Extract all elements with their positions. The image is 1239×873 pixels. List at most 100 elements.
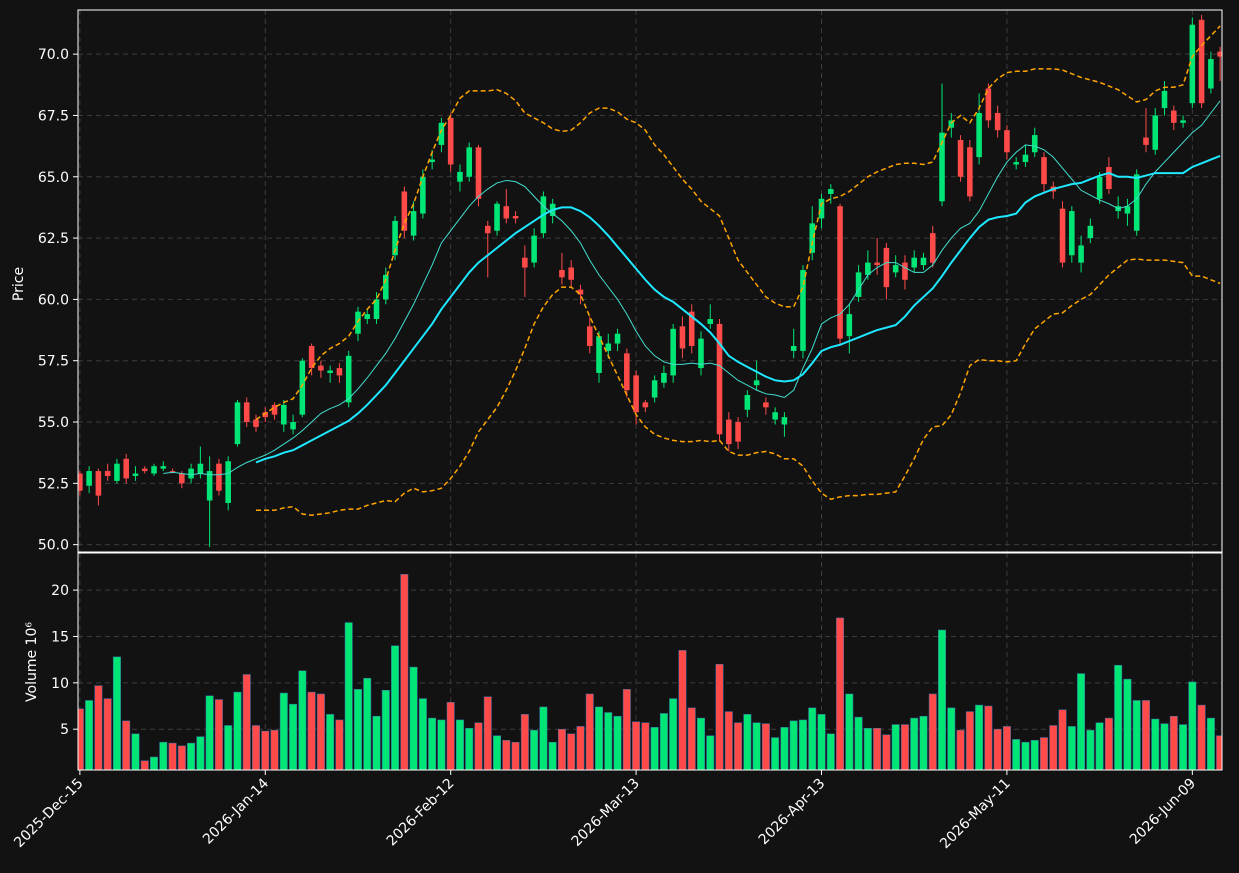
candle-body: [1180, 120, 1186, 123]
plot-area: [78, 553, 1222, 770]
candle-body: [206, 471, 213, 501]
candle-body: [624, 353, 630, 391]
candle-body: [911, 257, 917, 268]
candle-body: [383, 274, 389, 300]
volume-bar: [724, 711, 733, 770]
volume-bar: [307, 691, 316, 770]
candle-body: [466, 147, 473, 177]
candle-body: [716, 323, 723, 435]
volume-bar: [1197, 704, 1206, 770]
candle-body: [846, 314, 853, 337]
candle-body: [865, 262, 871, 275]
candle-body: [902, 262, 908, 280]
candle-body: [197, 463, 204, 474]
volume-bar: [622, 689, 631, 770]
volume-bar: [1216, 735, 1222, 770]
volume-bar: [761, 723, 770, 770]
candle-body: [281, 404, 287, 425]
candle-body: [290, 422, 296, 430]
volume-bar: [669, 698, 678, 770]
volume-bar: [140, 760, 149, 770]
candle-body: [753, 380, 760, 386]
volume-bar: [1012, 739, 1021, 770]
price-axis-label: Price: [11, 267, 27, 301]
candle-body: [141, 468, 148, 472]
volume-bar: [659, 713, 668, 770]
volume-bar: [289, 703, 298, 770]
candle-body: [586, 326, 593, 346]
volume-bar: [252, 725, 260, 770]
volume-bar: [715, 664, 724, 770]
volume-bar: [734, 722, 743, 770]
volume-bar: [279, 692, 288, 770]
candle-body: [976, 113, 982, 158]
volume-bar: [493, 735, 501, 770]
candle-body: [86, 471, 92, 486]
volume-bar: [1049, 725, 1058, 770]
volume-bar: [530, 729, 539, 770]
candle-body: [475, 147, 482, 199]
volume-bar: [214, 699, 223, 770]
y-tick-label: 10: [51, 676, 69, 692]
candle-body: [1106, 166, 1112, 190]
candle-body: [957, 139, 964, 177]
candle-body: [1004, 130, 1010, 153]
volume-bar: [632, 721, 641, 770]
candle-body: [401, 191, 408, 231]
volume-bar: [381, 689, 390, 770]
candle-body: [744, 395, 751, 410]
candle-body: [522, 257, 528, 268]
volume-bar: [409, 666, 418, 770]
candle-body: [596, 336, 602, 373]
volume-bar: [344, 622, 353, 770]
candle-body: [512, 216, 519, 219]
volume-bar: [511, 741, 520, 770]
band-line: [256, 258, 1221, 516]
volume-bar: [1058, 709, 1067, 770]
y-tick-label: 60.0: [38, 292, 69, 308]
volume-bar: [743, 714, 752, 770]
volume-bar: [613, 715, 622, 770]
y-tick-label: 62.5: [38, 231, 69, 247]
volume-bar: [938, 629, 946, 770]
candle-body: [939, 132, 945, 202]
volume-bar: [910, 717, 919, 770]
candle-body: [633, 375, 639, 413]
candle-body: [494, 203, 500, 231]
candle-body: [457, 171, 463, 182]
volume-bar: [557, 728, 566, 770]
candle-body: [707, 319, 714, 324]
volume-bar: [789, 720, 798, 770]
candle-body: [1041, 157, 1047, 185]
volume-bar: [502, 740, 511, 770]
volume-bar: [483, 696, 492, 770]
volume-bar: [1142, 700, 1150, 770]
candle-body: [985, 88, 992, 121]
volume-bar: [1179, 724, 1188, 770]
volume-bar: [1169, 715, 1178, 770]
volume-bar: [85, 700, 94, 770]
candle-body: [438, 122, 445, 145]
candle-body: [104, 471, 111, 476]
y-tick-label: 52.5: [38, 476, 69, 492]
candle-body: [123, 458, 129, 479]
volume-bar: [474, 722, 483, 770]
candle-body: [809, 223, 816, 253]
volume-bar: [576, 726, 585, 770]
volume-bar: [168, 742, 177, 770]
candle-body: [874, 262, 880, 266]
candle-body: [1022, 154, 1029, 163]
y-tick-label: 67.5: [38, 108, 69, 124]
volume-bar: [298, 670, 307, 770]
volume-bar: [956, 729, 965, 770]
volume-bar: [428, 717, 437, 770]
y-tick-label: 15: [51, 629, 69, 645]
candle-body: [772, 412, 778, 420]
candle-body: [1087, 225, 1094, 239]
volume-bar: [354, 689, 362, 770]
volume-bar: [418, 698, 427, 770]
candle-body: [790, 345, 797, 351]
volume-bar: [1040, 737, 1048, 770]
candle-body: [651, 380, 658, 398]
